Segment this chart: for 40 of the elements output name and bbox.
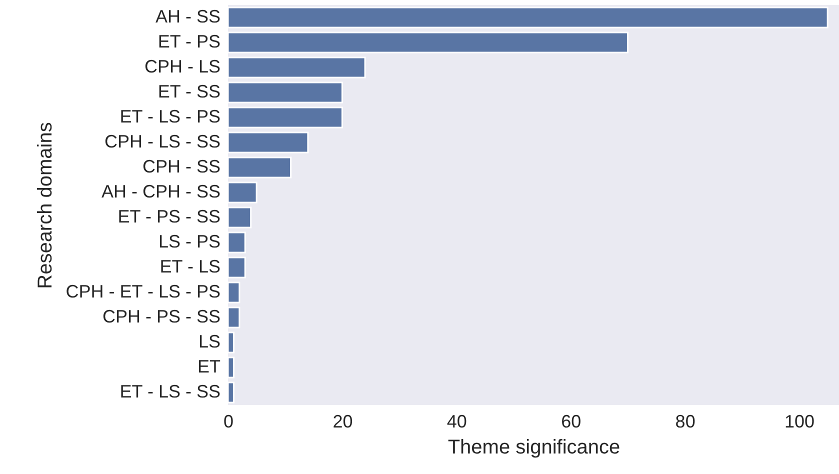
y-tick-label: CPH - LS - SS [104, 132, 220, 152]
x-tick-label: 60 [561, 412, 582, 432]
y-axis-title: Research domains [34, 122, 56, 289]
x-tick-label: 100 [784, 412, 815, 432]
bar [227, 232, 246, 254]
y-tick-label: LS [198, 332, 220, 352]
y-tick-label: ET - LS - SS [120, 382, 220, 402]
y-tick-label: ET [197, 356, 220, 376]
bar [227, 182, 258, 204]
bar [227, 256, 246, 278]
bar [227, 106, 343, 128]
x-axis-title: Theme significance [448, 436, 620, 458]
y-tick-label: ET - PS [158, 32, 220, 52]
y-tick-label: AH - SS [155, 6, 220, 26]
x-tick-label: 80 [675, 412, 696, 432]
bar [227, 82, 343, 104]
x-tick-label: 0 [223, 412, 234, 432]
y-tick-label: ET - LS [160, 256, 220, 276]
y-tick-label: CPH - LS [144, 56, 220, 76]
bar [227, 306, 240, 328]
x-tick-label: 40 [446, 412, 467, 432]
y-tick-label: LS - PS [158, 232, 220, 252]
bar [227, 332, 234, 354]
x-tick-label: 20 [332, 412, 353, 432]
y-tick-label: CPH - PS - SS [102, 306, 220, 326]
bar [227, 132, 309, 154]
bar [227, 356, 234, 378]
bar [227, 156, 292, 178]
y-tick-label: ET - PS - SS [118, 206, 220, 226]
bar [227, 6, 828, 28]
y-tick-label: ET - SS [158, 82, 220, 102]
y-tick-label: ET - LS - PS [120, 106, 220, 126]
y-tick-label: CPH - SS [142, 156, 220, 176]
y-tick-label: CPH - ET - LS - PS [66, 282, 220, 302]
bar [227, 206, 252, 228]
bar [227, 382, 234, 404]
bar [227, 32, 628, 54]
bar [227, 56, 366, 78]
bar [227, 282, 240, 304]
y-tick-label: AH - CPH - SS [101, 182, 220, 202]
